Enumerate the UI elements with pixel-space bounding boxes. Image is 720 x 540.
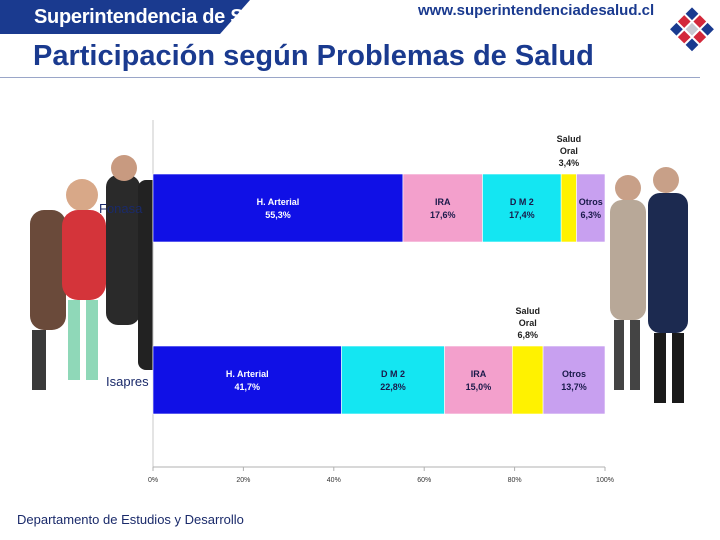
bar-segment-fonasa-d-m-2 xyxy=(482,173,562,243)
x-tick-label-1: 20% xyxy=(236,477,250,484)
people-photo-right xyxy=(610,167,688,403)
data-label-isapres-salud-oral-2: 6,8% xyxy=(517,330,538,340)
data-label-isapres-h-arterial-name: H. Arterial xyxy=(226,369,269,379)
data-label-fonasa-ira-name: IRA xyxy=(435,197,451,207)
data-label-fonasa-h-arterial-name: H. Arterial xyxy=(257,197,300,207)
category-label-isapres: Isapres xyxy=(106,374,149,389)
page-title: Participación según Problemas de Salud xyxy=(33,40,594,72)
data-label-isapres-h-arterial-value: 41,7% xyxy=(234,382,260,392)
footer-text: Departamento de Estudios y Desarrollo xyxy=(17,512,244,527)
bar-segment-fonasa-otros xyxy=(576,173,606,243)
bar-segment-fonasa-salud-oral xyxy=(560,173,577,243)
data-label-fonasa-salud-oral-0: Salud xyxy=(557,134,582,144)
bar-segment-fonasa-ira xyxy=(402,173,483,243)
data-label-fonasa-ira-value: 17,6% xyxy=(430,210,456,220)
data-label-isapres-otros-name: Otros xyxy=(562,369,586,379)
header-band xyxy=(0,0,250,34)
data-label-isapres-ira-value: 15,0% xyxy=(466,382,492,392)
data-label-isapres-otros-value: 13,7% xyxy=(561,382,587,392)
data-label-fonasa-otros-value: 6,3% xyxy=(581,210,602,220)
data-label-fonasa-otros-name: Otros xyxy=(579,197,603,207)
data-label-isapres-salud-oral-0: Salud xyxy=(515,306,540,316)
bar-segment-isapres-otros xyxy=(542,345,606,415)
bar-segment-isapres-h-arterial xyxy=(152,345,342,415)
data-label-fonasa-h-arterial-value: 55,3% xyxy=(265,210,291,220)
category-label-fonasa: Fonasa xyxy=(99,201,143,216)
data-label-fonasa-salud-oral-2: 3,4% xyxy=(559,158,580,168)
data-label-fonasa-salud-oral-1: Oral xyxy=(560,146,578,156)
bar-segment-isapres-d-m-2 xyxy=(341,345,445,415)
x-tick-label-0: 0% xyxy=(148,477,158,484)
title-divider xyxy=(0,77,700,78)
data-label-fonasa-d-m-2-value: 17,4% xyxy=(509,210,535,220)
bar-segment-fonasa-h-arterial xyxy=(152,173,404,243)
x-tick-label-4: 80% xyxy=(508,477,522,484)
data-label-isapres-d-m-2-name: D M 2 xyxy=(381,369,405,379)
bar-segment-isapres-salud-oral xyxy=(512,345,544,415)
bar-segment-isapres-ira xyxy=(444,345,513,415)
data-label-isapres-d-m-2-value: 22,8% xyxy=(380,382,406,392)
data-label-fonasa-d-m-2-name: D M 2 xyxy=(510,197,534,207)
x-tick-label-2: 40% xyxy=(327,477,341,484)
x-tick-label-5: 100% xyxy=(596,477,614,484)
data-label-isapres-salud-oral-1: Oral xyxy=(519,318,537,328)
logo-icon xyxy=(670,7,714,52)
plot-area xyxy=(153,120,605,467)
website-url[interactable]: www.superintendenciadesalud.cl xyxy=(418,2,655,19)
x-tick-label-3: 60% xyxy=(417,477,431,484)
data-label-isapres-ira-name: IRA xyxy=(471,369,487,379)
brand-name: Superintendencia de Salud xyxy=(34,6,284,28)
